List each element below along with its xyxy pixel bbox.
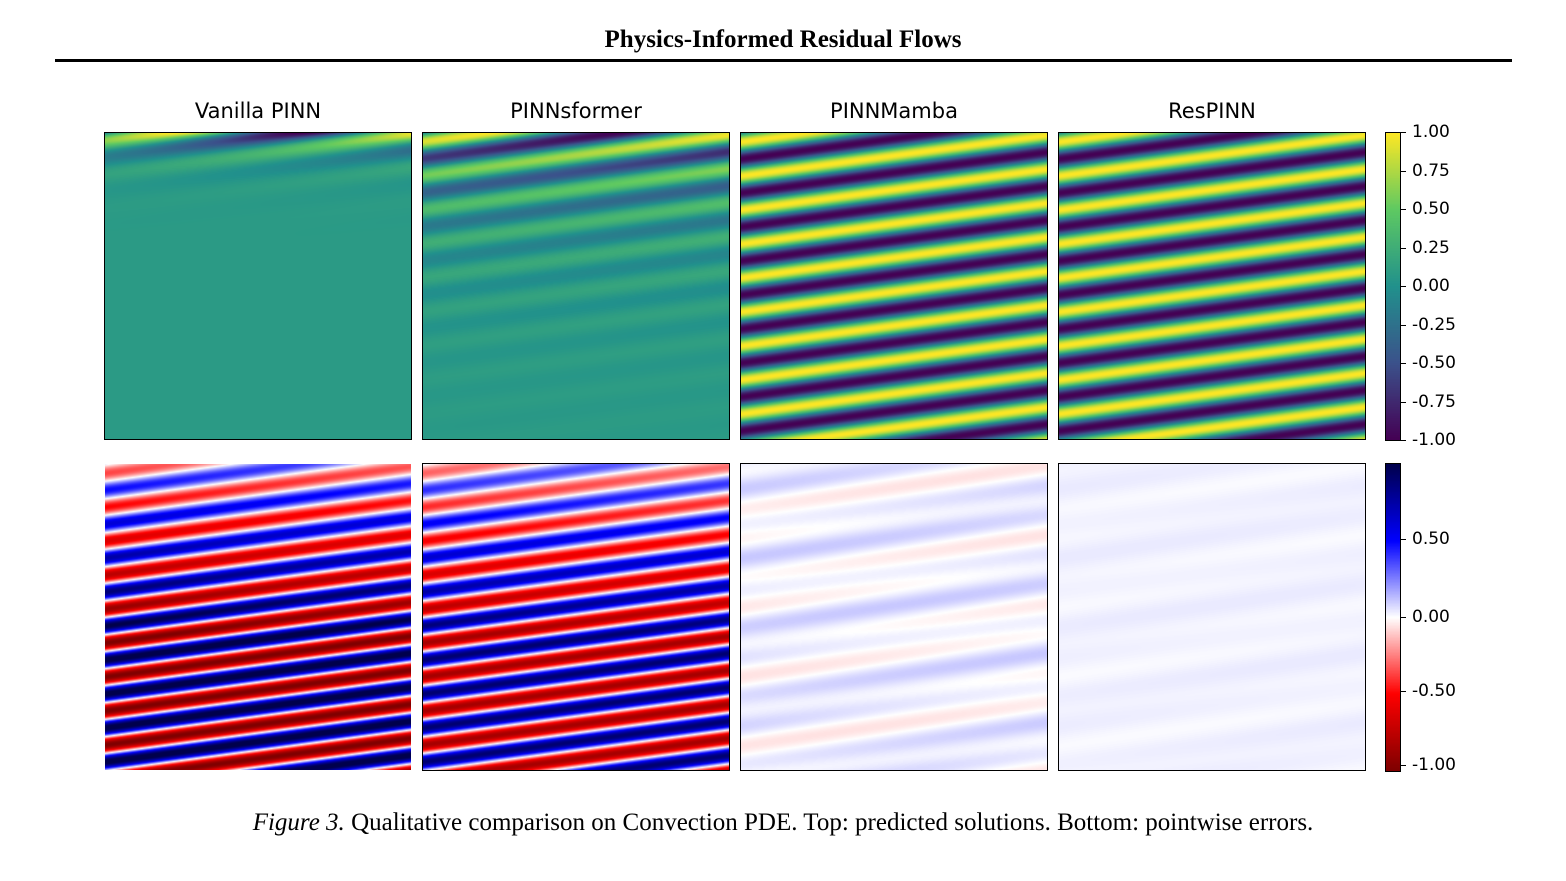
panel-title-pinnmamba: PINNMamba xyxy=(830,99,958,123)
error-colorbar xyxy=(1385,463,1401,772)
colorbar-tick: -1.00 xyxy=(1400,432,1456,449)
error-heatmap-vanilla-pinn xyxy=(104,463,412,771)
colorbar-tick: 0.50 xyxy=(1400,201,1450,218)
panel-title-vanilla-pinn: Vanilla PINN xyxy=(194,99,322,123)
colorbar-tick: 0.25 xyxy=(1400,240,1450,257)
figure-caption: Figure 3. Qualitative comparison on Conv… xyxy=(0,809,1566,837)
running-head: Physics-Informed Residual Flows xyxy=(604,26,962,53)
error-heatmap-pinnmamba xyxy=(740,463,1048,771)
colorbar-tick: -0.50 xyxy=(1400,683,1456,700)
colorbar-tick: 1.00 xyxy=(1400,124,1450,141)
solution-heatmap-pinnmamba xyxy=(740,132,1048,440)
solution-colorbar xyxy=(1385,132,1401,441)
colorbar-tick: 0.75 xyxy=(1400,163,1450,180)
colorbar-tick: 0.50 xyxy=(1400,531,1450,548)
colorbar-tick: -0.75 xyxy=(1400,394,1456,411)
panel-title-respinn: ResPINN xyxy=(1168,99,1256,123)
caption-label: Figure 3. xyxy=(252,809,345,836)
error-heatmap-pinnsformer xyxy=(422,463,730,771)
caption-text: Qualitative comparison on Convection PDE… xyxy=(351,809,1314,836)
colorbar-tick: -0.25 xyxy=(1400,317,1456,334)
colorbar-tick: 0.00 xyxy=(1400,609,1450,626)
colorbar-tick: -1.00 xyxy=(1400,757,1456,774)
colorbar-tick: -0.50 xyxy=(1400,355,1456,372)
solution-heatmap-vanilla-pinn xyxy=(104,132,412,440)
header-rule xyxy=(55,59,1512,62)
solution-heatmap-pinnsformer xyxy=(422,132,730,440)
colorbar-tick: 0.00 xyxy=(1400,278,1450,295)
solution-heatmap-respinn xyxy=(1058,132,1366,440)
panel-title-pinnsformer: PINNsformer xyxy=(510,99,642,123)
error-heatmap-respinn xyxy=(1058,463,1366,771)
